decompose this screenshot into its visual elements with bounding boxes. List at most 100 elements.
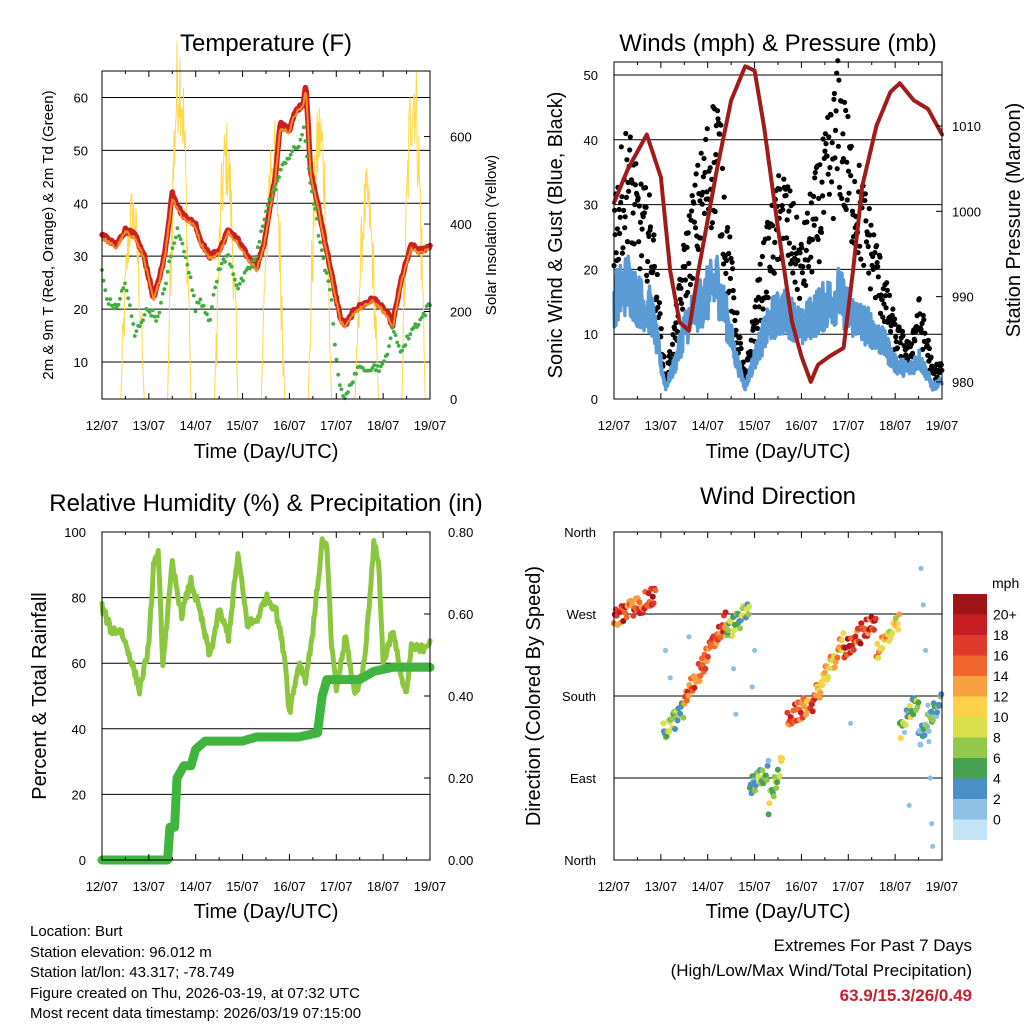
winds-x-ticks: 12/07 13/07 14/07 15/07 16/07 17/07 18/07 19/07 — [598, 62, 958, 433]
dewpoint-point — [255, 245, 260, 250]
direction-point — [731, 627, 737, 634]
gust-point — [858, 256, 864, 262]
dewpoint-point — [393, 333, 398, 337]
gust-point — [820, 193, 826, 199]
figure-created: Figure created on Thu, 2026-03-19, at 07… — [30, 984, 360, 1002]
direction-x-ticks: 12/07 13/07 14/07 15/07 16/07 17/07 18/07 19/07 — [598, 532, 958, 894]
gust-point — [867, 286, 874, 292]
gust-point — [828, 112, 834, 118]
gust-point — [714, 108, 721, 114]
direction-point — [771, 774, 778, 780]
humidity-y-ticks: 0 20 40 60 80 100 — [64, 525, 86, 868]
direction-outlier-point — [927, 775, 933, 781]
station-elevation: Station elevation: 96.012 m — [30, 943, 212, 961]
gust-point — [831, 96, 837, 102]
legend-label: 8 — [993, 730, 1001, 746]
gust-point — [804, 219, 810, 225]
gust-point — [872, 250, 878, 256]
dewpoint-point — [252, 258, 257, 263]
gust-point — [784, 235, 790, 241]
gust-point — [703, 136, 709, 143]
gust-point — [815, 236, 821, 243]
direction-point — [816, 694, 823, 701]
direction-point — [910, 711, 917, 718]
gust-point — [826, 191, 833, 197]
solar-y-tick-label: 200 — [450, 305, 472, 320]
gust-point — [830, 215, 836, 222]
gust-point — [800, 264, 806, 270]
gust-point — [698, 150, 704, 156]
gust-point — [938, 362, 944, 368]
direction-point — [765, 757, 772, 764]
legend-swatch — [953, 799, 987, 820]
direction-outlier-point — [920, 602, 926, 608]
gust-point — [878, 292, 884, 298]
gust-point — [631, 241, 637, 247]
dewpoint-point — [334, 357, 339, 362]
dewpoint-point — [351, 380, 355, 385]
temperature-y-label: 2m & 9m T (Red, Orange) & 2m Td (Green) — [40, 90, 57, 379]
gust-point — [877, 254, 883, 260]
dewpoint-point — [118, 296, 122, 301]
dewpoint-point — [392, 330, 396, 334]
gust-point — [737, 334, 743, 340]
legend-swatch — [953, 737, 987, 758]
gust-point — [834, 70, 840, 76]
dewpoint-point — [162, 287, 167, 292]
gust-point — [808, 254, 814, 260]
x-tick-label: 12/07 — [598, 879, 631, 894]
legend-swatch — [953, 758, 987, 779]
dewpoint-point — [137, 324, 142, 329]
dewpoint-point — [416, 323, 421, 327]
direction-point — [680, 714, 687, 721]
direction-point — [773, 785, 780, 792]
humidity-x-label: Time (Day/UTC) — [194, 901, 339, 923]
solar-y-label: Solar Insolation (Yellow) — [483, 155, 500, 315]
direction-outlier-point — [901, 729, 908, 736]
gust-point — [845, 113, 851, 120]
gust-point — [837, 191, 843, 198]
solar-day-curve — [120, 193, 145, 400]
direction-outlier-point — [730, 666, 737, 672]
humidity-y-tick-label: 60 — [72, 656, 86, 671]
gust-point — [862, 191, 868, 197]
direction-point — [872, 615, 879, 622]
dewpoint-point — [231, 272, 236, 277]
dewpoint-point — [375, 364, 380, 368]
gust-point — [843, 107, 849, 114]
direction-point — [766, 800, 773, 807]
x-tick-label: 13/07 — [645, 879, 678, 894]
dewpoint-point — [182, 249, 186, 254]
dewpoint-point — [103, 288, 108, 292]
gust-point — [797, 250, 803, 256]
gust-point — [777, 186, 783, 192]
temperature-y-tick-label: 10 — [74, 355, 88, 370]
direction-point — [725, 627, 732, 634]
gust-point — [765, 295, 771, 301]
gust-point — [623, 130, 629, 137]
gust-point — [654, 271, 660, 278]
direction-point — [874, 640, 881, 647]
precip-y-tick-label: 0.40 — [448, 689, 473, 704]
gust-point — [674, 329, 681, 335]
gust-point — [862, 197, 868, 204]
gust-point — [834, 166, 840, 172]
gust-point — [615, 256, 622, 262]
winds-y-tick-label: 20 — [584, 262, 598, 277]
gust-point — [639, 226, 645, 232]
gust-point — [818, 229, 825, 235]
direction-outlier-point — [662, 647, 669, 654]
x-tick-label: 15/07 — [738, 879, 771, 894]
direction-point — [717, 634, 724, 641]
gust-point — [699, 201, 705, 207]
dewpoint-point — [305, 154, 309, 159]
gust-point — [832, 127, 839, 133]
dewpoint-point — [157, 310, 162, 315]
direction-point — [722, 609, 729, 616]
dewpoint-point — [111, 306, 116, 311]
dewpoint-point — [385, 352, 390, 357]
gust-point — [874, 243, 880, 249]
direction-point — [774, 766, 781, 773]
x-tick-label: 12/07 — [86, 418, 119, 433]
legend-label: 0 — [993, 812, 1001, 828]
